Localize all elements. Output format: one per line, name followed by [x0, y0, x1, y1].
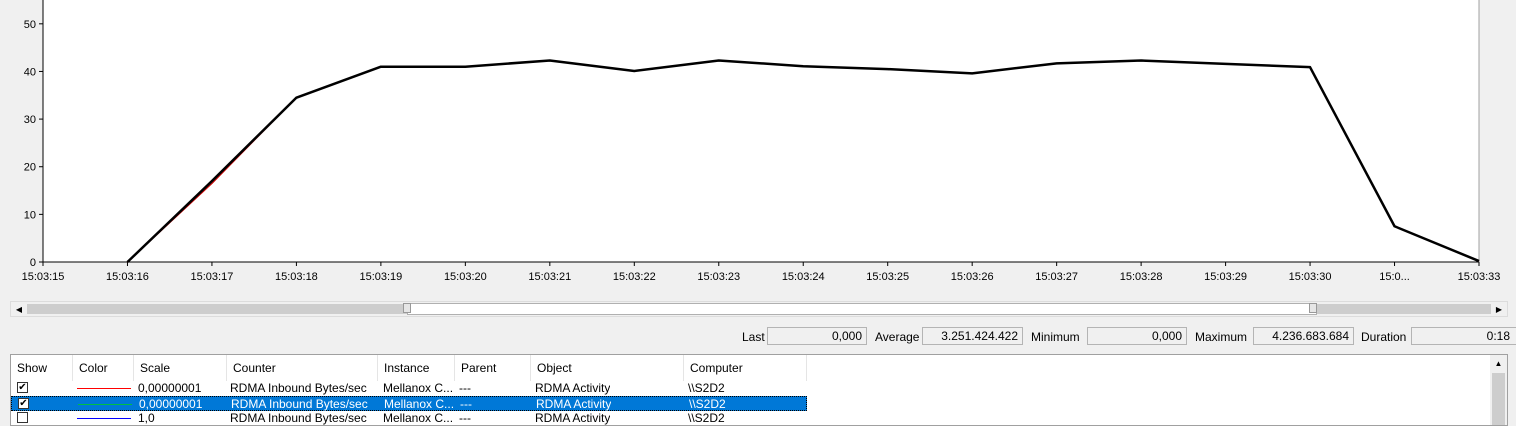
parent-cell: ---	[460, 397, 472, 411]
x-tick-label: 15:03:29	[1204, 271, 1247, 283]
y-tick-label: 10	[24, 209, 36, 221]
scroll-up-icon[interactable]: ▲	[1494, 359, 1503, 368]
minimum-label: Minimum	[1031, 330, 1080, 344]
counter-cell: RDMA Inbound Bytes/sec	[230, 381, 367, 395]
scroll-left-icon[interactable]: ◀	[15, 304, 23, 314]
scroll-grip-right[interactable]	[1309, 303, 1317, 313]
duration-label: Duration	[1361, 330, 1407, 344]
counter-cell: RDMA Inbound Bytes/sec	[231, 397, 368, 411]
maximum-label: Maximum	[1195, 330, 1248, 344]
series-line-0	[126, 59, 1480, 263]
x-tick-label: 15:03:27	[1035, 271, 1078, 283]
table-row[interactable]: ✔ 0,00000001 RDMA Inbound Bytes/sec Mell…	[11, 381, 807, 396]
show-checkbox[interactable]	[17, 412, 28, 423]
table-row-selected[interactable]: ✔ 0,00000001 RDMA Inbound Bytes/sec Mell…	[11, 396, 807, 411]
plot-background	[43, 0, 1479, 262]
y-tick-label: 30	[24, 114, 36, 126]
x-tick-label: 15:0...	[1379, 271, 1410, 283]
scale-cell: 1,0	[138, 411, 155, 425]
x-tick-label: 15:03:21	[528, 271, 571, 283]
line-chart: 0 10 20 30 40 50 15:03:15 15:03:16 15:03:17 15:03…	[22, 0, 1501, 283]
header-parent[interactable]: Parent	[455, 355, 531, 381]
header-computer[interactable]: Computer	[684, 355, 807, 381]
minimum-value: 0,000	[1087, 327, 1187, 345]
counter-cell: RDMA Inbound Bytes/sec	[230, 411, 367, 425]
x-tick-label: 15:03:33	[1458, 271, 1501, 283]
x-tick-label: 15:03:22	[613, 271, 656, 283]
object-cell: RDMA Activity	[535, 411, 611, 425]
color-swatch	[77, 418, 131, 419]
maximum-value: 4.236.683.684	[1253, 327, 1354, 345]
scroll-track-left[interactable]	[27, 304, 411, 314]
instance-cell: Mellanox C...	[384, 397, 455, 411]
scroll-right-icon[interactable]: ▶	[1495, 304, 1503, 314]
last-value: 0,000	[767, 327, 867, 345]
y-tick-label: 20	[24, 162, 36, 174]
object-cell: RDMA Activity	[535, 381, 611, 395]
parent-cell: ---	[459, 411, 471, 425]
show-checkbox[interactable]: ✔	[18, 398, 29, 409]
x-tick-label: 15:03:25	[866, 271, 909, 283]
computer-cell: \\S2D2	[688, 411, 725, 425]
scale-cell: 0,00000001	[139, 397, 203, 411]
list-scrollbar[interactable]: ▲	[1490, 355, 1507, 425]
average-value: 3.251.424.422	[922, 327, 1023, 345]
header-object[interactable]: Object	[531, 355, 684, 381]
last-label: Last	[742, 330, 765, 344]
x-tick-label: 15:03:18	[275, 271, 318, 283]
header-instance[interactable]: Instance	[378, 355, 455, 381]
header-show[interactable]: Show	[11, 355, 73, 381]
x-tick-label: 15:03:20	[444, 271, 487, 283]
performance-graph[interactable]: 0 10 20 30 40 50 15:03:15 15:03:16 15:03:17 15:03…	[0, 0, 1516, 290]
x-tick-label: 15:03:15	[22, 271, 65, 283]
computer-cell: \\S2D2	[688, 381, 725, 395]
list-scroll-thumb[interactable]	[1492, 373, 1505, 425]
header-color[interactable]: Color	[73, 355, 134, 381]
instance-cell: Mellanox C...	[383, 411, 454, 425]
x-tick-label: 15:03:26	[951, 271, 994, 283]
instance-cell: Mellanox C...	[383, 381, 454, 395]
x-tick-label: 15:03:28	[1120, 271, 1163, 283]
color-swatch	[78, 404, 132, 405]
x-tick-label: 15:03:19	[359, 271, 402, 283]
y-tick-label: 0	[30, 257, 36, 269]
show-checkbox[interactable]: ✔	[17, 382, 28, 393]
header-scale[interactable]: Scale	[134, 355, 227, 381]
x-tick-label: 15:03:16	[106, 271, 149, 283]
parent-cell: ---	[459, 381, 471, 395]
x-tick-label: 15:03:30	[1289, 271, 1332, 283]
x-tick-label: 15:03:23	[697, 271, 740, 283]
table-row[interactable]: 1,0 RDMA Inbound Bytes/sec Mellanox C...…	[11, 411, 807, 425]
duration-value: 0:18	[1411, 327, 1516, 345]
y-tick-label: 50	[24, 19, 36, 31]
counter-list[interactable]: Show Color Scale Counter Instance Parent…	[10, 354, 1508, 426]
scroll-track-right[interactable]	[1317, 304, 1491, 314]
scale-cell: 0,00000001	[138, 381, 202, 395]
object-cell: RDMA Activity	[536, 397, 612, 411]
x-tick-label: 15:03:17	[191, 271, 234, 283]
color-swatch	[77, 388, 131, 389]
scroll-thumb[interactable]	[407, 303, 1317, 315]
y-tick-label: 40	[24, 66, 36, 78]
scroll-grip-left[interactable]	[403, 303, 411, 313]
computer-cell: \\S2D2	[689, 397, 726, 411]
header-counter[interactable]: Counter	[227, 355, 378, 381]
x-tick-label: 15:03:24	[782, 271, 825, 283]
time-scrollbar[interactable]: ◀ ▶	[10, 301, 1508, 317]
average-label: Average	[875, 330, 920, 344]
